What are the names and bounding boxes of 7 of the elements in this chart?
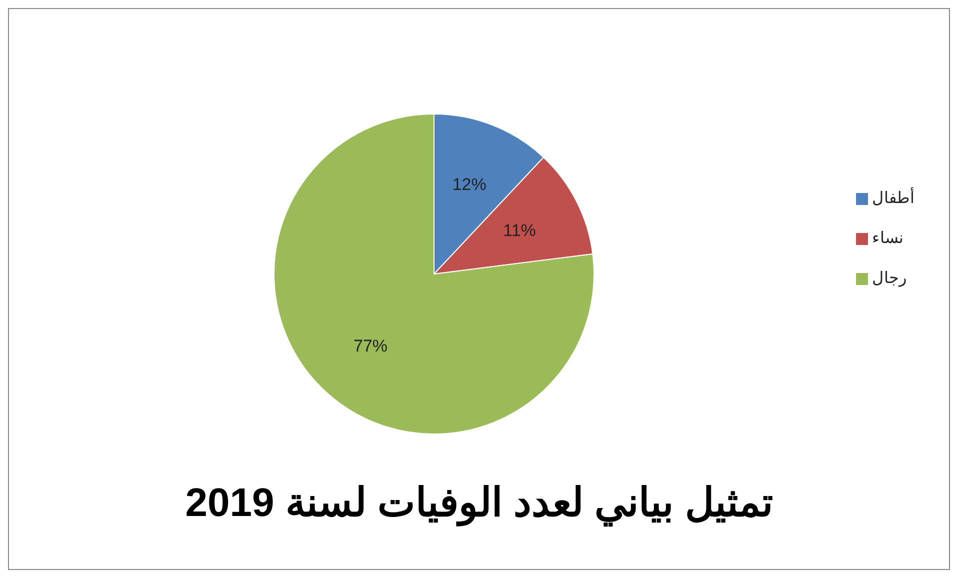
legend-label: نساء bbox=[872, 230, 903, 247]
text: تمثيل بياني لعدد الوفيات لسنة 2019 bbox=[184, 480, 774, 526]
data-label: 11% bbox=[503, 220, 536, 240]
data-label: 77% bbox=[354, 336, 388, 356]
legend-label: رجال bbox=[872, 270, 907, 287]
data-label: 12% bbox=[452, 175, 486, 194]
pie-slice bbox=[274, 114, 594, 434]
